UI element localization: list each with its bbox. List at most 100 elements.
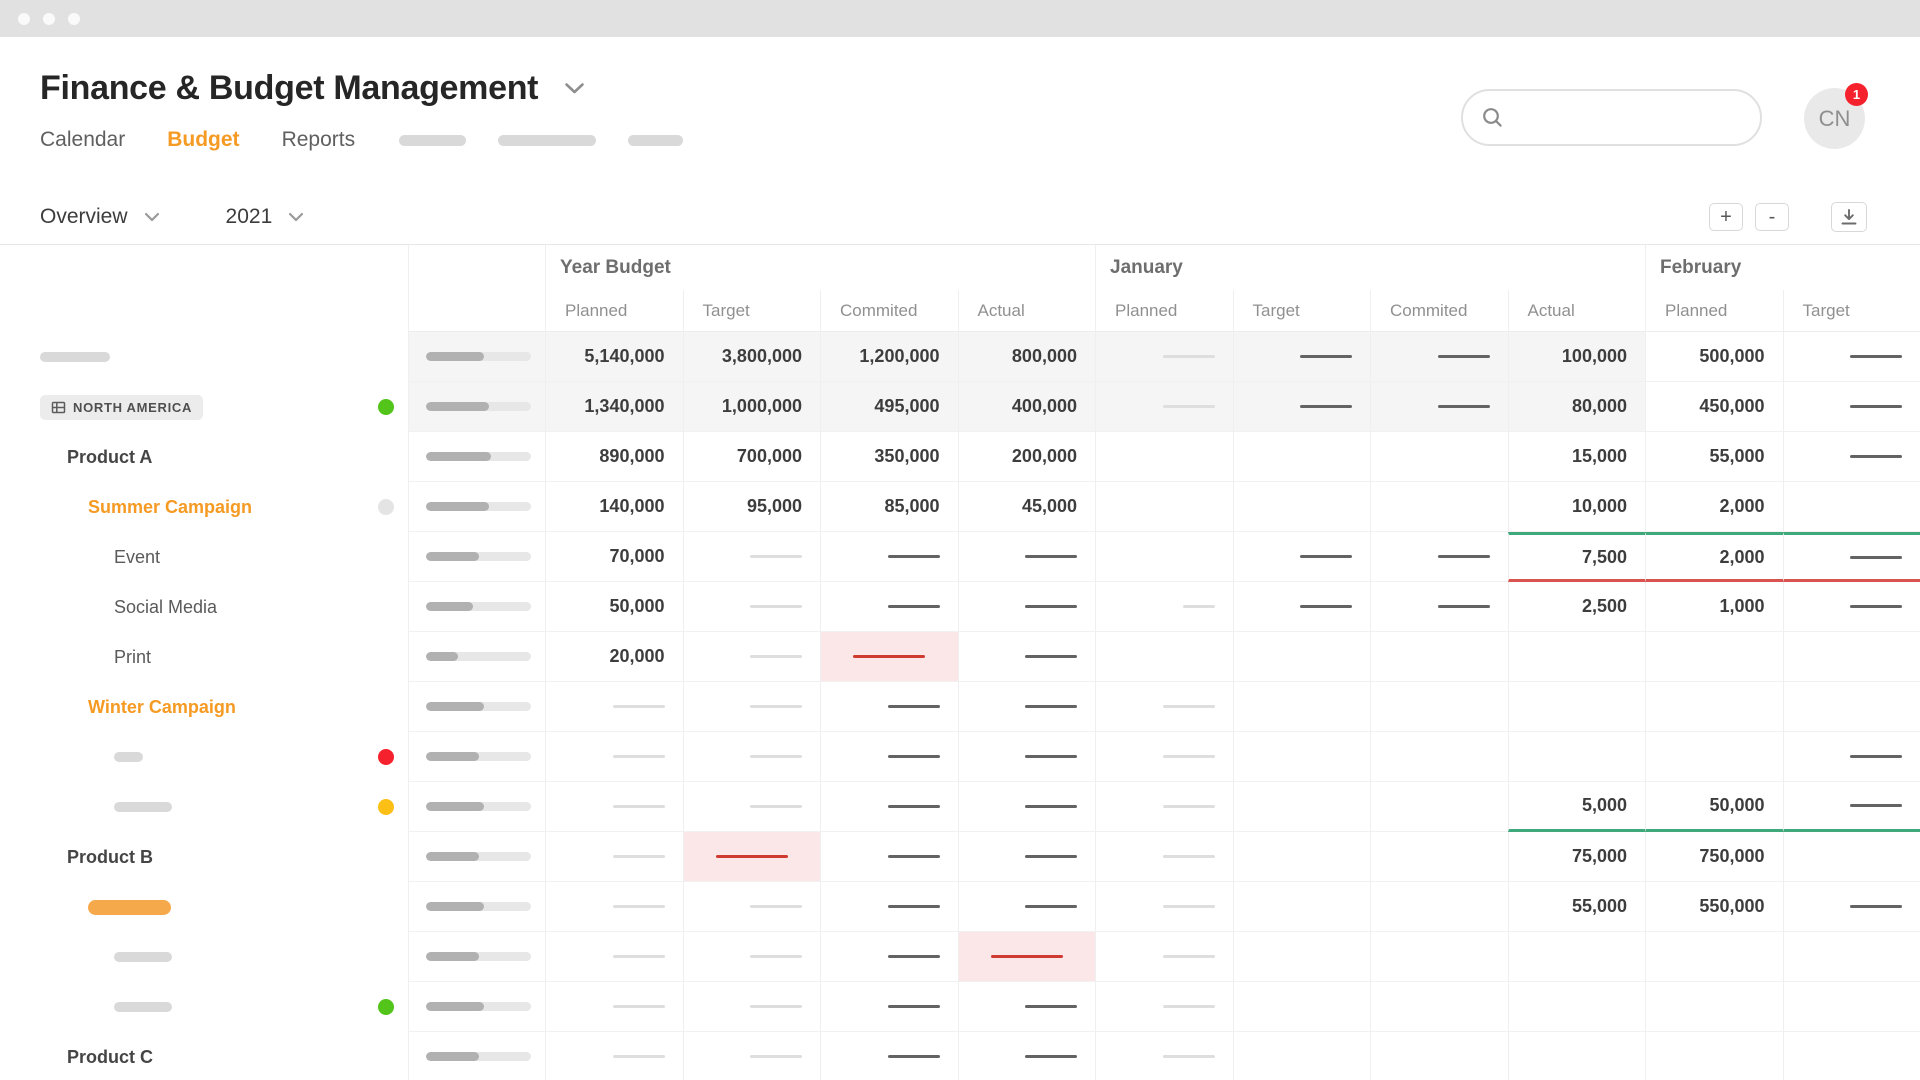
empty-cell[interactable] — [1370, 982, 1508, 1032]
tree-item-event[interactable]: Event — [114, 546, 161, 567]
dash-cell[interactable] — [545, 882, 683, 932]
search-box[interactable] — [1461, 89, 1762, 146]
value-cell[interactable]: 2,000 — [1645, 532, 1783, 582]
empty-cell[interactable] — [1507, 982, 1645, 1032]
dash-cell[interactable] — [820, 532, 958, 582]
dash-cell[interactable] — [957, 682, 1095, 732]
dash-cell[interactable] — [1782, 382, 1920, 432]
value-cell[interactable]: 750,000 — [1645, 832, 1783, 882]
empty-cell[interactable] — [1645, 932, 1783, 982]
tab-budget[interactable]: Budget — [167, 128, 240, 151]
empty-cell[interactable] — [1232, 982, 1370, 1032]
empty-cell[interactable] — [1782, 982, 1920, 1032]
empty-cell[interactable] — [1782, 482, 1920, 532]
empty-cell[interactable] — [1782, 1032, 1920, 1080]
dash-cell[interactable] — [820, 832, 958, 882]
empty-cell[interactable] — [1232, 1032, 1371, 1080]
empty-cell[interactable] — [1232, 732, 1370, 782]
tab-reports[interactable]: Reports — [281, 128, 356, 151]
view-select[interactable]: Overview — [40, 205, 160, 229]
empty-cell[interactable] — [1645, 732, 1783, 782]
dash-cell[interactable] — [1782, 882, 1920, 932]
dash-cell[interactable] — [1782, 532, 1920, 582]
dash-cell[interactable] — [1095, 982, 1233, 1032]
value-cell[interactable]: 890,000 — [545, 432, 683, 482]
dash-cell[interactable] — [820, 782, 958, 832]
value-cell[interactable]: 1,200,000 — [820, 332, 958, 382]
dash-cell[interactable] — [957, 632, 1095, 682]
dash-cell[interactable] — [545, 982, 683, 1032]
empty-cell[interactable] — [1782, 932, 1920, 982]
empty-cell[interactable] — [1645, 1032, 1783, 1080]
value-cell[interactable]: 500,000 — [1645, 332, 1783, 382]
search-input[interactable] — [1514, 107, 1760, 128]
value-cell[interactable]: 5,140,000 — [545, 332, 683, 382]
dash-cell[interactable] — [820, 932, 958, 982]
empty-cell[interactable] — [1782, 832, 1920, 882]
empty-cell[interactable] — [1370, 482, 1508, 532]
value-cell[interactable]: 70,000 — [545, 532, 683, 582]
value-cell[interactable]: 95,000 — [682, 482, 820, 532]
alert-cell[interactable] — [957, 932, 1095, 982]
empty-cell[interactable] — [1232, 932, 1370, 982]
value-cell[interactable]: 1,340,000 — [545, 382, 683, 432]
dash-cell[interactable] — [682, 582, 820, 632]
dash-cell[interactable] — [1095, 682, 1233, 732]
value-cell[interactable]: 350,000 — [820, 432, 958, 482]
value-cell[interactable]: 7,500 — [1507, 532, 1645, 582]
dash-cell[interactable] — [1095, 382, 1233, 432]
dash-cell[interactable] — [1095, 882, 1233, 932]
dash-cell[interactable] — [682, 932, 820, 982]
dash-cell[interactable] — [957, 1032, 1096, 1080]
empty-cell[interactable] — [1232, 682, 1370, 732]
window-control-dot[interactable] — [43, 12, 55, 25]
dash-cell[interactable] — [545, 782, 683, 832]
dash-cell[interactable] — [545, 832, 683, 882]
tree-item-print[interactable]: Print — [114, 646, 152, 667]
empty-cell[interactable] — [1370, 1032, 1508, 1080]
alert-cell[interactable] — [682, 832, 820, 882]
dash-cell[interactable] — [1095, 732, 1233, 782]
empty-cell[interactable] — [1645, 982, 1783, 1032]
tree-item-winter-campaign[interactable]: Winter Campaign — [88, 696, 236, 717]
value-cell[interactable]: 45,000 — [957, 482, 1095, 532]
value-cell[interactable]: 80,000 — [1507, 382, 1645, 432]
empty-cell[interactable] — [1370, 432, 1508, 482]
empty-cell[interactable] — [1507, 682, 1645, 732]
value-cell[interactable]: 55,000 — [1507, 882, 1645, 932]
dash-cell[interactable] — [957, 832, 1095, 882]
value-cell[interactable]: 200,000 — [957, 432, 1095, 482]
empty-cell[interactable] — [1370, 932, 1508, 982]
tree-item-product-b[interactable]: Product B — [67, 846, 154, 867]
dash-cell[interactable] — [682, 1032, 821, 1080]
value-cell[interactable]: 400,000 — [957, 382, 1095, 432]
value-cell[interactable]: 2,000 — [1645, 482, 1783, 532]
value-cell[interactable]: 15,000 — [1507, 432, 1645, 482]
dash-cell[interactable] — [820, 882, 958, 932]
dash-cell[interactable] — [820, 982, 958, 1032]
empty-cell[interactable] — [1645, 682, 1783, 732]
year-select[interactable]: 2021 — [226, 205, 305, 229]
empty-cell[interactable] — [1507, 932, 1645, 982]
empty-cell[interactable] — [1095, 432, 1233, 482]
value-cell[interactable]: 3,800,000 — [682, 332, 820, 382]
dash-cell[interactable] — [1232, 532, 1370, 582]
value-cell[interactable]: 140,000 — [545, 482, 683, 532]
empty-cell[interactable] — [1232, 482, 1370, 532]
empty-cell[interactable] — [1782, 682, 1920, 732]
dash-cell[interactable] — [957, 732, 1095, 782]
avatar[interactable]: CN — [1804, 88, 1865, 149]
empty-cell[interactable] — [1095, 482, 1233, 532]
value-cell[interactable]: 10,000 — [1507, 482, 1645, 532]
empty-cell[interactable] — [1370, 732, 1508, 782]
dash-cell[interactable] — [957, 882, 1095, 932]
empty-cell[interactable] — [1507, 1032, 1646, 1080]
value-cell[interactable]: 700,000 — [682, 432, 820, 482]
dash-cell[interactable] — [1095, 832, 1233, 882]
value-cell[interactable]: 5,000 — [1507, 782, 1645, 832]
empty-cell[interactable] — [1232, 882, 1370, 932]
dash-cell[interactable] — [1782, 332, 1920, 382]
window-control-dot[interactable] — [68, 12, 80, 25]
dash-cell[interactable] — [545, 682, 683, 732]
dash-cell[interactable] — [682, 982, 820, 1032]
